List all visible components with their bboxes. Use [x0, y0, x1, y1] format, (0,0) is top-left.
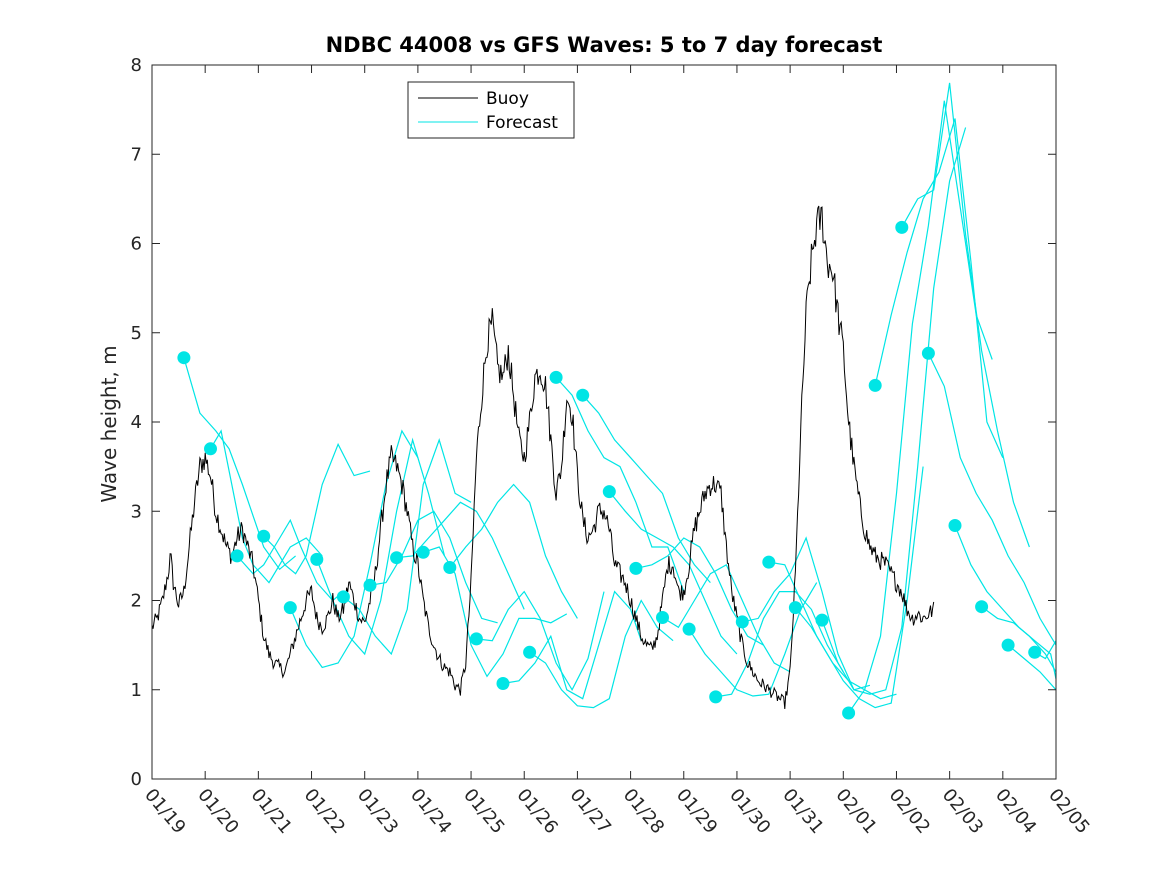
- buoy-line: [151, 205, 935, 710]
- forecast-line-30: [954, 525, 1057, 680]
- y-tick-label: 6: [131, 234, 142, 255]
- forecast-line-14: [529, 599, 674, 709]
- forecast-line-21: [715, 590, 844, 698]
- plot-area: [151, 64, 1057, 780]
- forecast-line-13: [502, 590, 642, 700]
- forecast-line-20: [688, 582, 818, 697]
- y-tick-label: 7: [131, 144, 142, 165]
- forecast-start-marker-2: [204, 442, 217, 456]
- forecast-start-marker-17: [602, 485, 616, 499]
- y-tick-label: 2: [131, 591, 142, 612]
- forecast-start-marker-3: [230, 549, 244, 563]
- forecast-start-marker-27: [868, 378, 882, 392]
- forecast-line-28: [901, 82, 1030, 548]
- forecast-line-24: [794, 466, 924, 709]
- forecast-start-marker-8: [363, 578, 377, 592]
- forecast-start-marker-33: [1028, 645, 1042, 659]
- y-tick-label: 5: [131, 323, 142, 344]
- forecast-line-17: [608, 491, 738, 655]
- forecast-start-marker-22: [735, 615, 749, 629]
- forecast-line-32: [1007, 644, 1057, 691]
- forecast-start-marker-12: [469, 632, 483, 646]
- forecast-start-marker-13: [496, 677, 510, 690]
- buoy-series: [151, 205, 935, 710]
- forecast-line-11: [449, 483, 578, 619]
- forecast-start-marker-32: [1001, 638, 1015, 652]
- legend: Buoy Forecast: [407, 81, 575, 139]
- y-tick-label: 8: [131, 55, 142, 76]
- forecast-start-marker-9: [390, 551, 404, 565]
- forecast-line-4: [263, 442, 371, 575]
- y-tick-label: 1: [131, 680, 142, 701]
- forecast-line-27: [874, 118, 1004, 458]
- forecast-line-26: [848, 100, 993, 714]
- forecast-start-marker-19: [656, 611, 669, 624]
- forecast-start-marker-18: [629, 561, 643, 575]
- forecast-line-15: [555, 376, 685, 592]
- y-axis-label: Wave height, m: [97, 345, 121, 502]
- forecast-line-3: [236, 518, 344, 602]
- forecast-start-marker-23: [762, 555, 776, 569]
- legend-forecast-label: Forecast: [486, 113, 558, 133]
- forecast-start-marker-20: [682, 622, 696, 636]
- forecast-start-marker-14: [523, 645, 537, 659]
- forecast-line-8: [369, 510, 498, 624]
- forecast-start-marker-21: [709, 690, 723, 704]
- y-tick-label: 0: [131, 769, 142, 790]
- forecast-line-19: [662, 563, 791, 673]
- forecast-start-marker-11: [443, 561, 457, 574]
- forecast-start-marker-7: [336, 590, 350, 604]
- forecast-start-marker-6: [310, 552, 324, 566]
- forecast-line-29: [927, 353, 1057, 646]
- forecast-start-marker-30: [948, 519, 962, 532]
- forecast-line-7: [343, 437, 472, 656]
- chart-title: NDBC 44008 vs GFS Waves: 5 to 7 day fore…: [326, 33, 883, 57]
- forecast-start-marker-16: [576, 388, 590, 402]
- forecast-line-12: [476, 590, 605, 692]
- forecast-start-marker-4: [257, 529, 271, 543]
- forecast-line-16: [582, 394, 711, 584]
- forecast-start-marker-5: [283, 601, 297, 615]
- forecast-start-marker-29: [921, 346, 935, 360]
- y-axis: 0 1 2 3 4 5 6 7 8: [131, 55, 1056, 790]
- forecast-start-marker-15: [549, 370, 563, 384]
- forecast-start-marker-26: [842, 706, 856, 720]
- forecast-line-5: [289, 429, 419, 669]
- forecast-start-marker-1: [177, 351, 191, 365]
- forecast-start-marker-25: [815, 613, 829, 627]
- forecast-line-31: [981, 606, 1057, 673]
- forecast-start-marker-10: [416, 545, 430, 559]
- y-tick-label: 3: [131, 501, 142, 522]
- forecast-start-marker-31: [975, 600, 989, 614]
- forecast-start-marker-24: [788, 601, 802, 615]
- legend-buoy-label: Buoy: [486, 89, 529, 109]
- y-tick-label: 4: [131, 412, 142, 433]
- forecast-start-marker-28: [895, 220, 909, 234]
- forecast-line-25: [821, 127, 967, 695]
- forecast-markers: [177, 220, 1042, 720]
- forecast-line-22: [742, 536, 871, 691]
- forecast-line-10: [423, 546, 568, 678]
- legend-box: [407, 81, 575, 139]
- forecast-line-1: [183, 357, 296, 571]
